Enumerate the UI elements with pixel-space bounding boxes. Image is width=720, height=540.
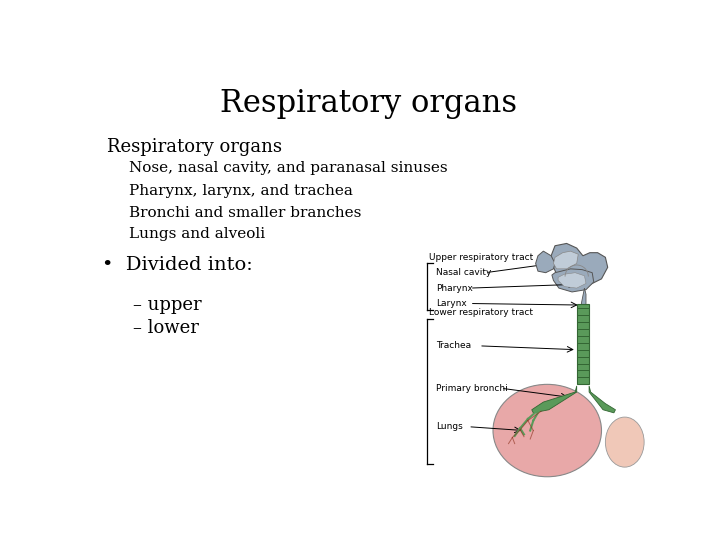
Polygon shape xyxy=(589,386,616,413)
Text: – upper: – upper xyxy=(132,296,202,314)
Text: Primary bronchi: Primary bronchi xyxy=(436,384,508,393)
Text: Larynx: Larynx xyxy=(436,299,467,308)
Text: Trachea: Trachea xyxy=(436,341,472,350)
Text: Nose, nasal cavity, and paranasal sinuses: Nose, nasal cavity, and paranasal sinuse… xyxy=(129,161,447,175)
Text: Respiratory organs: Respiratory organs xyxy=(107,138,282,156)
Text: Bronchi and smaller branches: Bronchi and smaller branches xyxy=(129,206,361,220)
Text: Nasal cavity: Nasal cavity xyxy=(436,268,492,277)
Text: Upper respiratory tract: Upper respiratory tract xyxy=(428,253,533,262)
Ellipse shape xyxy=(493,384,601,477)
Polygon shape xyxy=(536,251,555,273)
Polygon shape xyxy=(581,288,586,309)
Text: •  Divided into:: • Divided into: xyxy=(102,256,253,274)
Polygon shape xyxy=(558,273,586,288)
Text: Lower respiratory tract: Lower respiratory tract xyxy=(428,308,533,318)
Text: – lower: – lower xyxy=(132,319,199,337)
Polygon shape xyxy=(554,251,578,269)
Text: Lungs: Lungs xyxy=(436,422,463,431)
Polygon shape xyxy=(532,386,577,413)
Polygon shape xyxy=(551,244,608,287)
Text: Respiratory organs: Respiratory organs xyxy=(220,88,518,119)
Ellipse shape xyxy=(606,417,644,467)
Text: Pharynx, larynx, and trachea: Pharynx, larynx, and trachea xyxy=(129,184,353,198)
Text: Lungs and alveoli: Lungs and alveoli xyxy=(129,227,265,241)
Text: Pharynx: Pharynx xyxy=(436,284,473,293)
Polygon shape xyxy=(552,269,594,292)
Bar xyxy=(577,303,589,384)
